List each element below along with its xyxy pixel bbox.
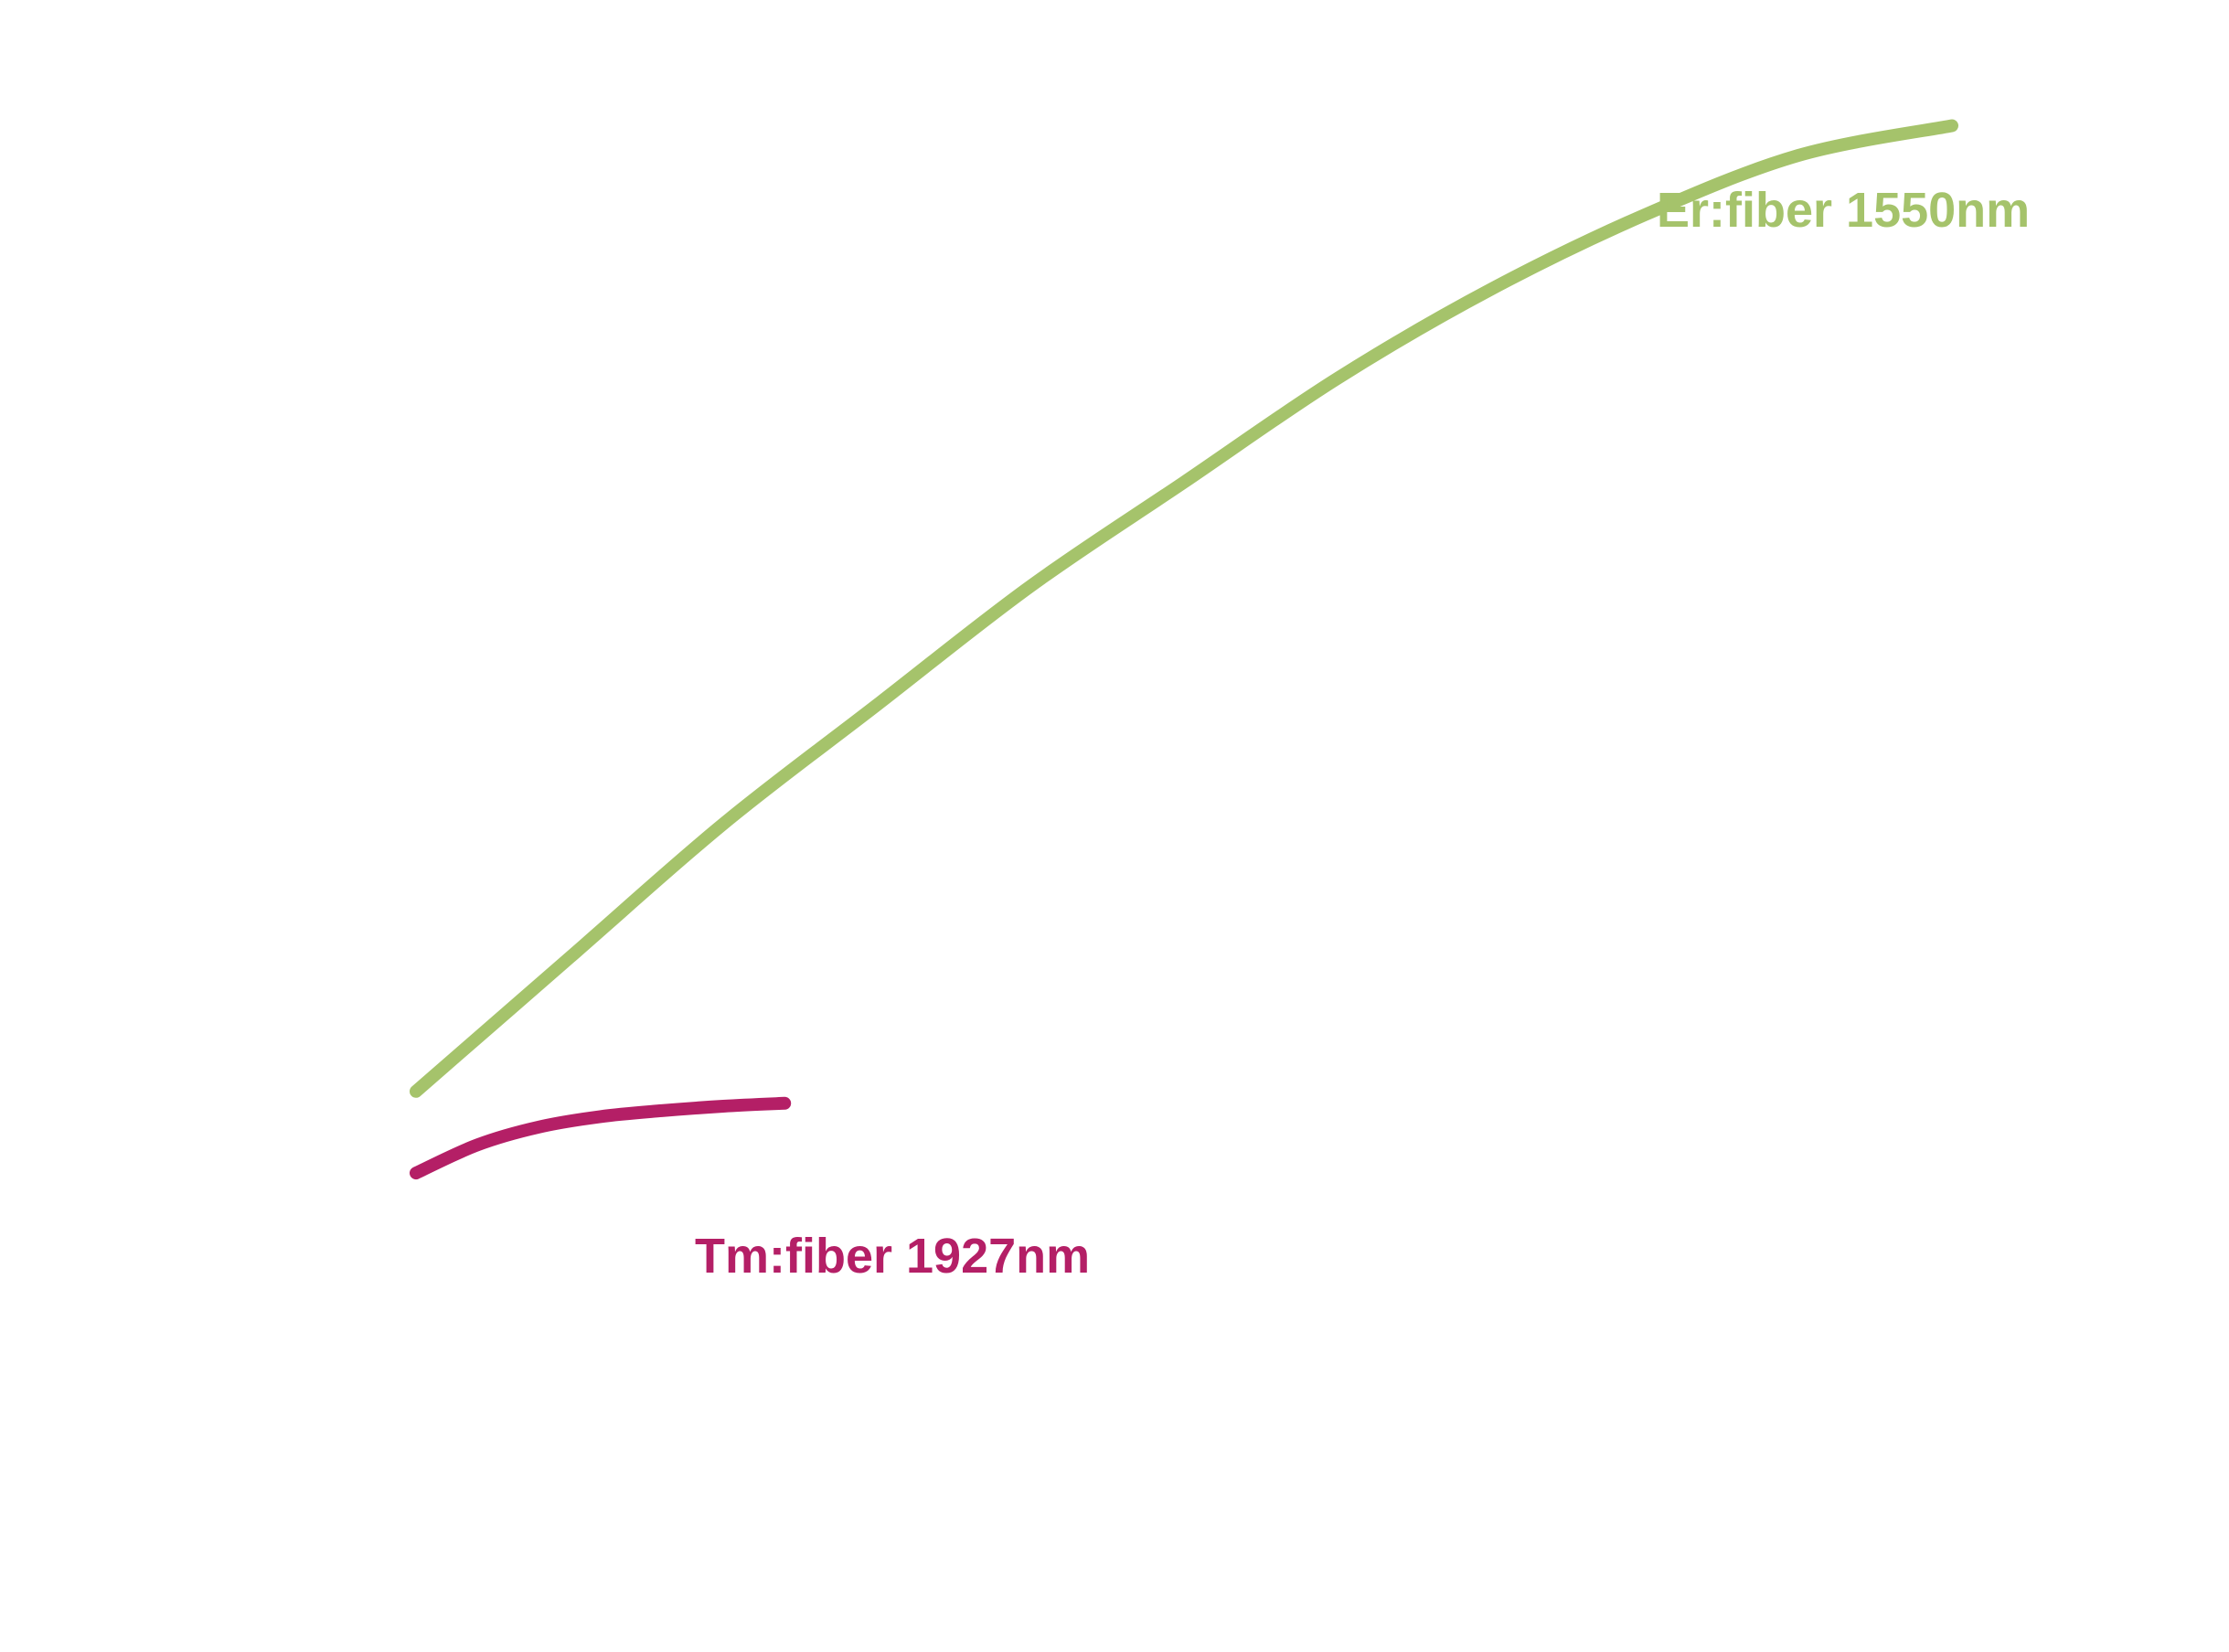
series-layer (410, 119, 1958, 1180)
series-line-er-fiber (410, 119, 1958, 1098)
series-label-er-fiber: Er:fiber 1550nm (1657, 183, 2030, 238)
series-label-tm-fiber: Tm:fiber 1927nm (695, 1229, 1090, 1284)
label-layer: Er:fiber 1550nm Tm:fiber 1927nm (695, 183, 2030, 1284)
series-line-tm-fiber (410, 1096, 792, 1180)
